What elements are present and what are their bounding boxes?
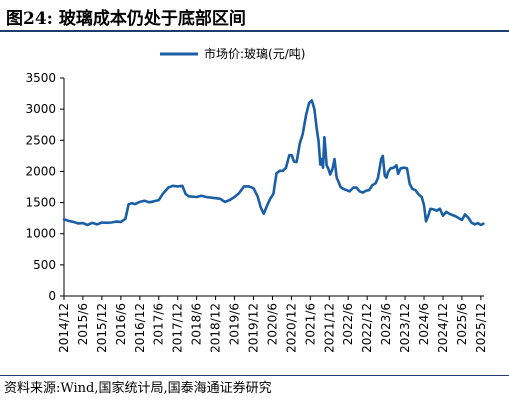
x-tick-label: 2022/6 [341,303,355,345]
x-tick-label: 2020/12 [284,303,298,353]
x-tick-label: 2023/6 [379,303,393,345]
x-tick-label: 2014/12 [57,303,71,353]
figure-title: 图24: 玻璃成本仍处于底部区间 [6,9,246,29]
x-tick-label: 2016/12 [133,303,147,353]
x-axis-ticks: 2014/12 2015/6 2015/12 2016/6 2016/12 2017/6 2… [57,296,488,353]
x-tick-label: 2021/12 [322,303,336,353]
legend-label: 市场价:玻璃(元/吨) [204,46,305,61]
y-tick-label: 2500 [25,133,56,147]
y-axis-ticks: 0 500 1000 1500 2000 2500 3000 3500 [25,71,64,303]
y-tick-label: 3000 [25,102,56,116]
x-tick-label: 2021/6 [303,303,317,345]
x-tick-label: 2017/6 [152,303,166,345]
y-tick-label: 3500 [25,71,56,85]
x-tick-label: 2020/6 [265,303,279,345]
y-tick-label: 0 [48,289,56,303]
chart-legend: 市场价:玻璃(元/吨) [160,46,305,61]
title-rule [0,30,509,32]
x-tick-label: 2019/12 [246,303,260,353]
x-tick-label: 2024/6 [417,303,431,345]
x-tick-label: 2015/6 [76,303,90,345]
source-note: 资料来源:Wind,国家统计局,国泰海通证券研究 [4,381,272,396]
x-tick-label: 2018/6 [190,303,204,345]
x-tick-label: 2024/12 [436,303,450,353]
x-tick-label: 2019/6 [227,303,241,345]
y-tick-label: 2000 [25,164,56,178]
line-chart: 市场价:玻璃(元/吨) 0 500 1000 1500 2000 2500 3000 3500… [25,46,488,353]
x-tick-label: 2018/12 [209,303,223,353]
y-tick-label: 500 [33,258,56,272]
x-tick-label: 2025/12 [474,303,488,353]
x-tick-label: 2016/6 [114,303,128,345]
series-line-glass-price [62,99,485,227]
x-tick-label: 2017/12 [171,303,185,353]
y-tick-label: 1500 [25,196,56,210]
source-rule [0,375,509,376]
x-tick-label: 2022/12 [360,303,374,353]
y-tick-label: 1000 [25,227,56,241]
x-tick-label: 2015/12 [95,303,109,353]
x-tick-label: 2025/6 [455,303,469,345]
x-tick-label: 2023/12 [398,303,412,353]
